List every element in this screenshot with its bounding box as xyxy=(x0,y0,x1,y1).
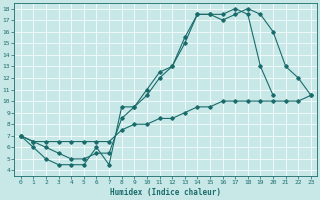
X-axis label: Humidex (Indice chaleur): Humidex (Indice chaleur) xyxy=(110,188,221,197)
